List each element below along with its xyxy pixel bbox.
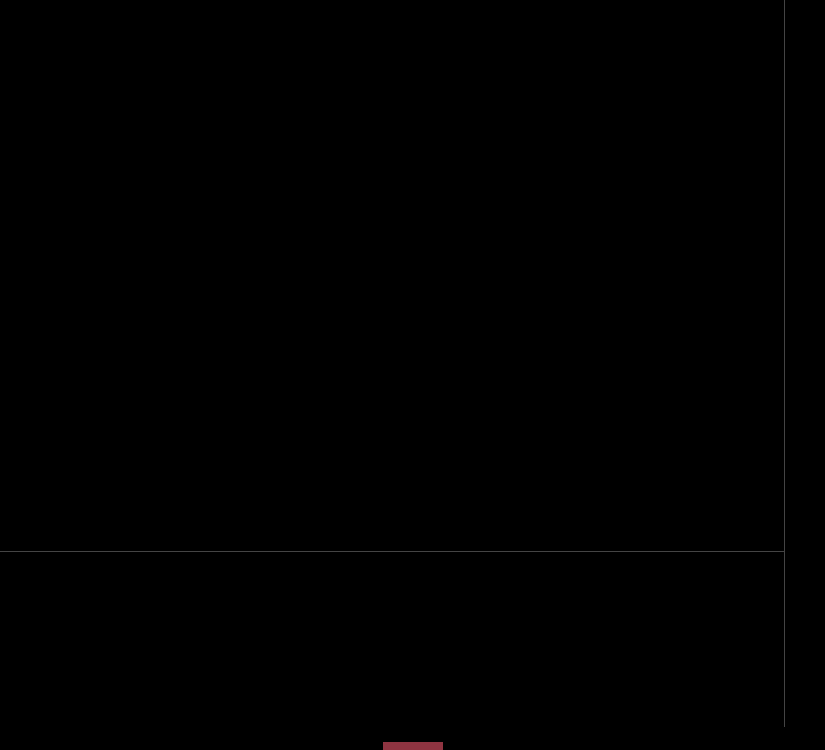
indicator-svg-overlay [0, 552, 785, 727]
chart-container [0, 0, 825, 750]
main-svg-overlay [0, 0, 785, 552]
watermark [383, 742, 443, 750]
indicator-panel [0, 552, 785, 727]
y-axis-indicator [785, 552, 825, 727]
y-axis-main [785, 0, 825, 552]
main-price-panel [0, 0, 785, 552]
